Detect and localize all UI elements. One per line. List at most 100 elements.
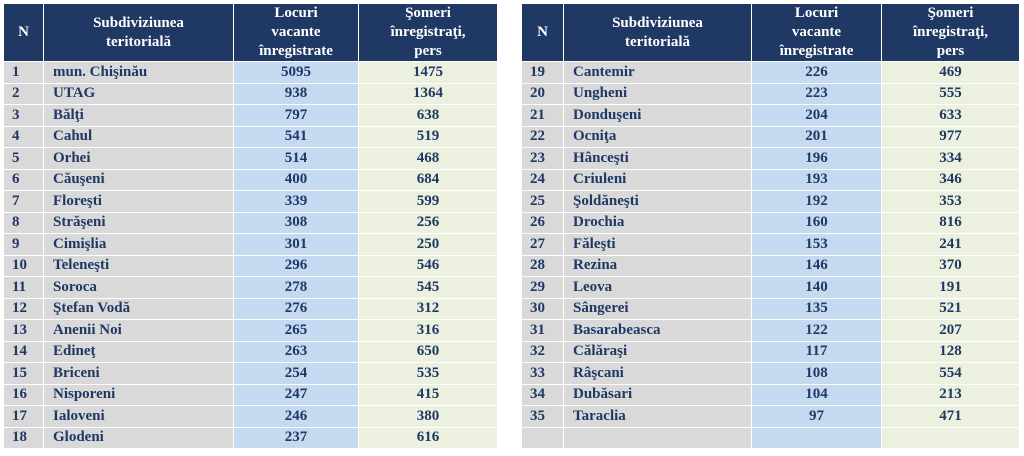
header-loc-line1: Locuri <box>274 5 318 21</box>
district-name: Căuşeni <box>43 168 234 191</box>
district-name: Taraclia <box>563 405 752 428</box>
locuri-value: 226 <box>751 61 882 84</box>
row-number: 1 <box>3 61 44 84</box>
locuri-value <box>751 426 882 449</box>
table-row: 15 Briceni 254 535 <box>3 362 498 385</box>
someri-value: 650 <box>358 340 498 363</box>
table-row <box>521 426 1020 449</box>
district-name: Ialoveni <box>43 405 234 428</box>
locuri-value: 201 <box>751 125 882 148</box>
row-number: 25 <box>521 190 564 213</box>
row-number: 34 <box>521 383 564 406</box>
district-name: Anenii Noi <box>43 319 234 342</box>
row-number: 21 <box>521 104 564 127</box>
table-row: 10 Teleneşti 296 546 <box>3 254 498 277</box>
header-n-text: N <box>18 24 29 40</box>
row-number: 8 <box>3 211 44 234</box>
someri-value: 616 <box>358 426 498 449</box>
table-row: 24 Criuleni 193 346 <box>521 168 1020 191</box>
someri-value: 380 <box>358 405 498 428</box>
row-number: 9 <box>3 233 44 256</box>
header-sub-line2: teritorială <box>106 33 171 50</box>
someri-value: 638 <box>358 104 498 127</box>
table-row: 30 Sângerei 135 521 <box>521 297 1020 320</box>
table-row: 6 Căuşeni 400 684 <box>3 168 498 191</box>
someri-value: 1475 <box>358 61 498 84</box>
locuri-value: 308 <box>233 211 359 234</box>
someri-value: 519 <box>358 125 498 148</box>
locuri-value: 97 <box>751 405 882 428</box>
district-name: Rezina <box>563 254 752 277</box>
header-som-line1: Şomeri <box>927 5 974 21</box>
row-number: 5 <box>3 147 44 170</box>
row-number: 22 <box>521 125 564 148</box>
district-name: Basarabeasca <box>563 319 752 342</box>
someri-value: 977 <box>881 125 1020 148</box>
row-number: 4 <box>3 125 44 148</box>
header-n: N <box>3 3 44 62</box>
locuri-value: 514 <box>233 147 359 170</box>
row-number: 3 <box>3 104 44 127</box>
someri-value: 346 <box>881 168 1020 191</box>
header-locuri: Locuri vacante înregistrate <box>233 3 359 62</box>
table-row: 1 mun. Chişinău 5095 1475 <box>3 61 498 84</box>
table-row: 9 Cimişlia 301 250 <box>3 233 498 256</box>
district-name: Ungheni <box>563 82 752 105</box>
header-row: N Subdiviziunea teritorială Locuri vacante… <box>521 3 1020 62</box>
row-number: 16 <box>3 383 44 406</box>
district-name: Soroca <box>43 276 234 299</box>
locuri-value: 263 <box>233 340 359 363</box>
row-number: 18 <box>3 426 44 449</box>
header-n-text: N <box>537 24 548 40</box>
header-n: N <box>521 3 564 62</box>
header-sub-line2: teritorială <box>625 33 690 50</box>
table-row: 33 Râşcani 108 554 <box>521 362 1020 385</box>
district-name: Teleneşti <box>43 254 234 277</box>
row-number: 2 <box>3 82 44 105</box>
row-number: 33 <box>521 362 564 385</box>
someri-value: 633 <box>881 104 1020 127</box>
district-name: Orhei <box>43 147 234 170</box>
district-name: Sângerei <box>563 297 752 320</box>
locuri-value: 192 <box>751 190 882 213</box>
table-row: 14 Edineţ 263 650 <box>3 340 498 363</box>
locuri-value: 104 <box>751 383 882 406</box>
district-name: Ştefan Vodă <box>43 297 234 320</box>
locuri-value: 108 <box>751 362 882 385</box>
locuri-value: 301 <box>233 233 359 256</box>
table-row: 21 Donduşeni 204 633 <box>521 104 1020 127</box>
row-number: 24 <box>521 168 564 191</box>
someri-value: 207 <box>881 319 1020 342</box>
district-name: Floreşti <box>43 190 234 213</box>
someri-value: 684 <box>358 168 498 191</box>
district-name: Criuleni <box>563 168 752 191</box>
header-loc-line1: Locuri <box>794 5 839 21</box>
district-name: Şoldăneşti <box>563 190 752 213</box>
someri-value: 353 <box>881 190 1020 213</box>
someri-value: 469 <box>881 61 1020 84</box>
district-name: Glodeni <box>43 426 234 449</box>
someri-value: 1364 <box>358 82 498 105</box>
district-name: Cahul <box>43 125 234 148</box>
someri-value: 468 <box>358 147 498 170</box>
table-row: 7 Floreşti 339 599 <box>3 190 498 213</box>
district-name: Făleşti <box>563 233 752 256</box>
header-som-line3: pers <box>414 43 442 59</box>
row-number: 30 <box>521 297 564 320</box>
table-right: N Subdiviziunea teritorială Locuri vacante… <box>521 3 1020 449</box>
someri-value: 471 <box>881 405 1020 428</box>
header-loc-line2: vacante <box>791 24 842 40</box>
table-row: 2 UTAG 938 1364 <box>3 82 498 105</box>
district-name: Edineţ <box>43 340 234 363</box>
district-name: Cantemir <box>563 61 752 84</box>
district-name: Nisporeni <box>43 383 234 406</box>
district-name: Râşcani <box>563 362 752 385</box>
someri-value: 535 <box>358 362 498 385</box>
locuri-value: 223 <box>751 82 882 105</box>
locuri-value: 339 <box>233 190 359 213</box>
table-row: 28 Rezina 146 370 <box>521 254 1020 277</box>
header-someri: Şomeri înregistraţi, pers <box>358 3 498 62</box>
locuri-value: 938 <box>233 82 359 105</box>
locuri-value: 117 <box>751 340 882 363</box>
table-row: 5 Orhei 514 468 <box>3 147 498 170</box>
